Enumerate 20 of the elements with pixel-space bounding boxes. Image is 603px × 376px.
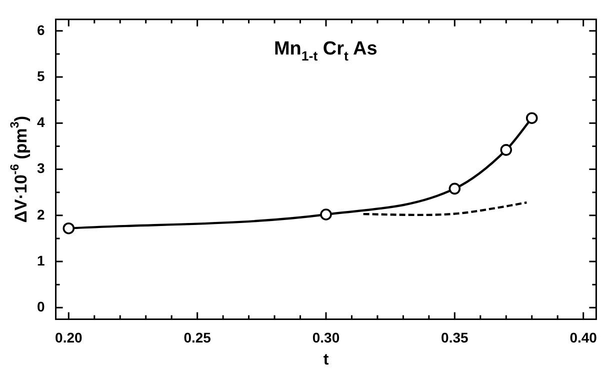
point <box>448 182 461 195</box>
x-tick-label: 0.20 <box>55 329 82 346</box>
y-tick-label: 4 <box>36 114 45 130</box>
x-tick-label: 0.30 <box>312 329 340 346</box>
y-tick-label: 3 <box>36 160 45 176</box>
y-tick-label: 2 <box>36 206 45 222</box>
point <box>320 208 332 220</box>
y-axis-title: ΔV·10-6 (pm3) <box>7 116 31 223</box>
point <box>62 222 75 234</box>
y-tick-label: 1 <box>36 252 45 268</box>
y-tick-label: 0 <box>36 298 45 315</box>
point <box>500 144 512 156</box>
x-tick-label: 0.40 <box>570 329 598 346</box>
y-tick-label: 6 <box>36 22 45 38</box>
x-tick-label: 0.25 <box>184 329 212 346</box>
x-axis-title: t <box>323 351 330 368</box>
x-tick-label: 0.35 <box>441 329 468 346</box>
y-tick-label: 5 <box>36 68 45 84</box>
point <box>526 112 538 124</box>
line-series <box>362 201 528 216</box>
